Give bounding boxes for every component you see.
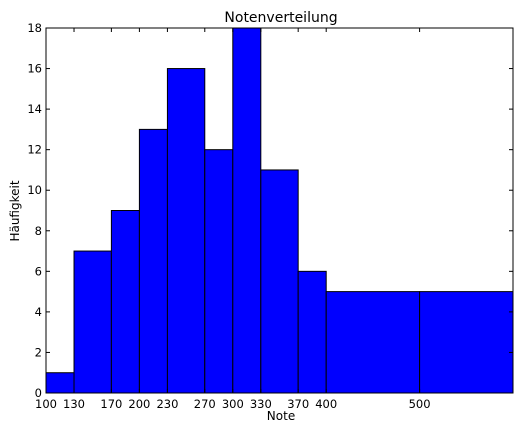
x-tick-label: 270 <box>194 397 216 411</box>
y-tick-label: 12 <box>27 143 42 157</box>
x-tick-label: 230 <box>156 397 178 411</box>
y-tick-label: 10 <box>27 183 42 197</box>
histogram-bar <box>260 169 299 394</box>
histogram-bar <box>166 68 206 394</box>
y-axis-label: Häufigkeit <box>8 180 22 241</box>
y-tick-label: 4 <box>35 305 42 319</box>
axes-group: 0 2 4 6 8 10 12 14 16 18 100 130 170 200 230 270 300 330 3… <box>27 21 514 411</box>
histogram-bar <box>73 250 112 394</box>
histogram-bar <box>138 128 168 394</box>
x-tick-label: 200 <box>128 397 150 411</box>
plot-frame <box>45 27 514 394</box>
x-tick-label: 370 <box>287 397 309 411</box>
histogram-bar <box>297 270 327 394</box>
x-axis-label: Note <box>267 409 295 422</box>
x-tick-label: 500 <box>409 397 431 411</box>
x-tick-label: 330 <box>250 397 272 411</box>
y-tick-label: 14 <box>27 102 42 116</box>
histogram-bar <box>232 27 262 394</box>
chart-title: Notenverteilung <box>224 10 337 26</box>
y-tick-label: 6 <box>35 264 42 278</box>
y-tick-label: 8 <box>35 224 42 238</box>
bars-group <box>45 27 514 394</box>
y-tick-label: 0 <box>35 386 42 400</box>
histogram-bar <box>325 291 421 394</box>
histogram-bar <box>419 291 514 394</box>
x-tick-label: 130 <box>63 397 85 411</box>
x-tick-label: 400 <box>315 397 337 411</box>
x-tick-label: 100 <box>35 397 57 411</box>
histogram-bar <box>110 210 140 394</box>
histogram-bar <box>204 149 234 394</box>
y-tick-label: 18 <box>27 21 42 35</box>
y-tick-label: 2 <box>35 345 42 359</box>
histogram-bar <box>45 372 75 394</box>
x-tick-label: 300 <box>222 397 244 411</box>
y-tick-label: 16 <box>27 62 42 76</box>
x-tick-label: 170 <box>100 397 122 411</box>
